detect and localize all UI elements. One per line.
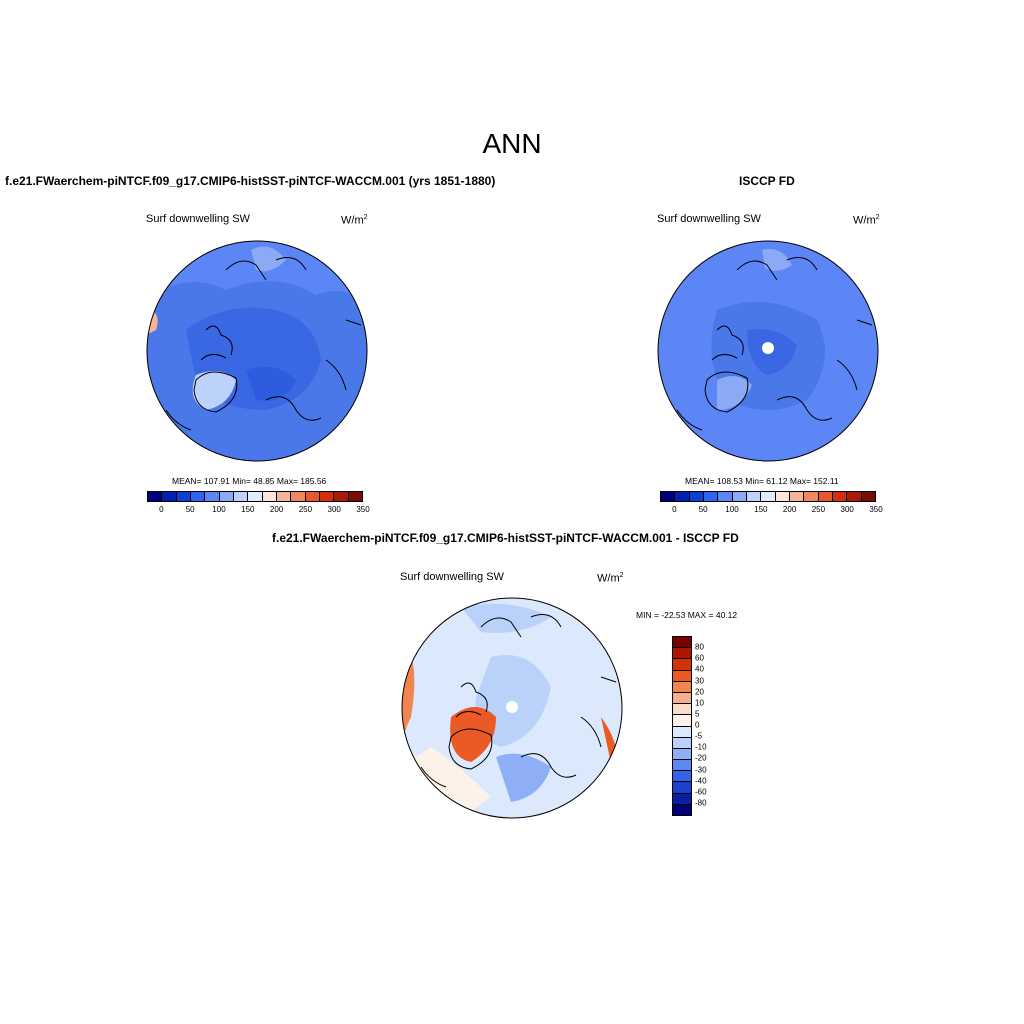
colorbar-tick-label: 150 [754, 505, 768, 514]
colorbar-swatch [673, 748, 691, 761]
colorbar-swatch [673, 659, 691, 671]
colorbar-tick-label: 200 [782, 505, 797, 514]
colorbar-swatch [673, 804, 691, 815]
colorbar-swatch [789, 492, 805, 501]
colorbar-swatch [162, 492, 177, 501]
colorbar-swatch [818, 492, 833, 501]
colorbar-swatch [262, 492, 277, 501]
colorbar-tick-label: 60 [695, 653, 704, 663]
colorbar-tick-label: 150 [241, 505, 255, 514]
colorbar-tick-label: 10 [695, 698, 704, 708]
colorbar-swatch [673, 793, 691, 805]
panel-3-colorbar [672, 636, 692, 816]
colorbar-swatch [673, 681, 691, 693]
colorbar-tick-label: 200 [269, 505, 284, 514]
colorbar-tick-label: 50 [698, 505, 708, 514]
panel-1-colorbar: 0 50 100 150 200 250 300 350 [147, 491, 370, 515]
colorbar-swatch [673, 670, 691, 682]
colorbar-swatch [673, 648, 691, 660]
colorbar-tick-label: -60 [695, 787, 707, 797]
colorbar-swatch [233, 492, 249, 501]
colorbar-tick-label: 300 [840, 505, 854, 514]
colorbar-swatch [673, 637, 691, 649]
colorbar-swatch [348, 492, 362, 501]
colorbar-tick-label: 80 [695, 642, 704, 652]
colorbar-tick-label: 30 [695, 676, 704, 685]
colorbar-swatch [190, 492, 206, 501]
colorbar-swatch [148, 492, 163, 501]
panel-1-variable-label: Surf downwelling SW [146, 213, 250, 225]
colorbar-swatch [248, 492, 263, 501]
colorbar-tick-label: 0 [672, 505, 677, 514]
panel-1-unit-label: W/m2 [341, 214, 368, 227]
colorbar-swatch [176, 492, 191, 501]
panel-3-polar-map [401, 597, 623, 819]
panel-2-colorbar: 0 50 100 150 200 250 300 350 [660, 491, 883, 515]
colorbar-swatch [205, 492, 220, 501]
colorbar-tick-label: -20 [695, 753, 707, 763]
panel-1-stats: MEAN= 107.91 Min= 48.85 Max= 185.56 [172, 476, 327, 486]
colorbar-swatch [219, 492, 234, 501]
colorbar-tick-label: -40 [695, 776, 707, 786]
colorbar-swatch [761, 492, 776, 501]
colorbar-tick-label: -80 [695, 798, 707, 808]
panel-2-variable-label: Surf downwelling SW [657, 213, 761, 225]
colorbar-swatch [661, 492, 676, 501]
colorbar-swatch [305, 492, 320, 501]
colorbar-swatch [673, 704, 691, 716]
colorbar-swatch [675, 492, 690, 501]
panel-1-title: f.e21.FWaerchem-piNTCF.f09_g17.CMIP6-his… [5, 174, 496, 188]
panel-2-title: ISCCP FD [739, 174, 795, 188]
colorbar-swatch [673, 782, 691, 794]
colorbar-swatch [276, 492, 292, 501]
colorbar-tick-label: 250 [298, 505, 313, 514]
colorbar-swatch [847, 492, 862, 501]
colorbar-tick-label: 250 [811, 505, 826, 514]
colorbar-swatch [703, 492, 719, 501]
colorbar-tick-label: 350 [356, 505, 370, 514]
colorbar-swatch [673, 737, 691, 749]
colorbar-tick-label: 350 [869, 505, 883, 514]
colorbar-swatch [804, 492, 819, 501]
colorbar-tick-label: 300 [327, 505, 341, 514]
colorbar-swatch [673, 692, 691, 705]
colorbar-swatch [689, 492, 704, 501]
colorbar-tick-label: 100 [725, 505, 739, 514]
panel-2-polar-map [657, 240, 879, 462]
colorbar-swatch [334, 492, 349, 501]
colorbar-tick-label: -10 [695, 742, 707, 752]
panel-2-stats: MEAN= 108.53 Min= 61.12 Max= 152.11 [685, 476, 839, 486]
colorbar-swatch [319, 492, 335, 501]
panel-3-stats: MIN = -22.53 MAX = 40.12 [636, 610, 738, 620]
colorbar-tick-label: -5 [695, 731, 703, 741]
colorbar-tick-label: 50 [185, 505, 195, 514]
panel-3-colorbar-ticks: 80 60 40 30 20 10 5 0 -5 -10 -20 -30 -40 -60 -80 [695, 636, 725, 814]
colorbar-tick-label: 5 [695, 709, 700, 719]
colorbar-tick-label: 20 [695, 687, 704, 697]
colorbar-swatch [718, 492, 733, 501]
colorbar-swatch [832, 492, 848, 501]
panel-3-variable-label: Surf downwelling SW [400, 571, 504, 583]
colorbar-swatch [673, 760, 691, 772]
colorbar-tick-label: 100 [212, 505, 226, 514]
colorbar-swatch [673, 726, 691, 738]
panel-3-unit-label: W/m2 [597, 572, 624, 585]
colorbar-swatch [291, 492, 306, 501]
colorbar-swatch [746, 492, 762, 501]
colorbar-swatch [673, 715, 691, 727]
colorbar-tick-label: -30 [695, 765, 707, 774]
colorbar-tick-label: 40 [695, 664, 704, 674]
colorbar-swatch [775, 492, 790, 501]
colorbar-swatch [732, 492, 747, 501]
colorbar-tick-label: 0 [159, 505, 164, 514]
main-title: ANN [482, 128, 542, 159]
colorbar-tick-label: 0 [695, 720, 700, 730]
colorbar-swatch [673, 771, 691, 783]
panel-2-unit-label: W/m2 [853, 214, 880, 227]
panel-3-title: f.e21.FWaerchem-piNTCF.f09_g17.CMIP6-his… [272, 531, 739, 545]
colorbar-swatch [861, 492, 875, 501]
panel-1-polar-map [146, 240, 368, 462]
